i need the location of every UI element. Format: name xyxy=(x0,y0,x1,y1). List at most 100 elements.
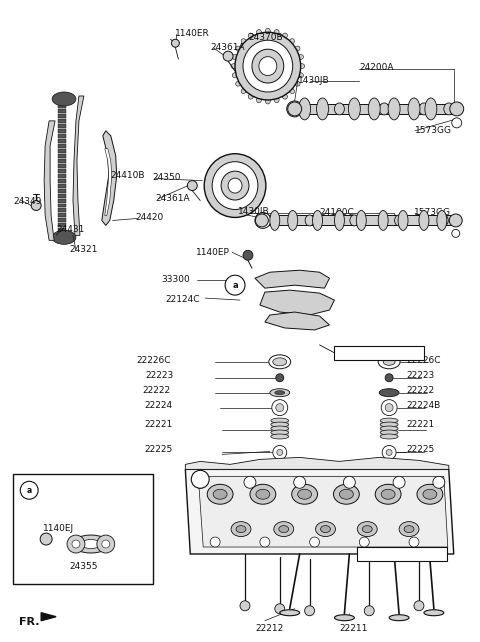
Ellipse shape xyxy=(275,391,285,395)
Ellipse shape xyxy=(334,484,360,504)
Ellipse shape xyxy=(380,418,398,423)
Bar xyxy=(58,164,66,168)
Bar xyxy=(58,198,66,202)
Bar xyxy=(58,214,66,218)
Ellipse shape xyxy=(292,484,318,504)
Polygon shape xyxy=(260,290,335,315)
Polygon shape xyxy=(73,96,84,236)
Ellipse shape xyxy=(298,489,312,499)
Ellipse shape xyxy=(368,98,380,120)
Circle shape xyxy=(255,213,271,229)
Text: 24370B: 24370B xyxy=(248,33,283,42)
Ellipse shape xyxy=(362,526,372,533)
Bar xyxy=(58,229,66,232)
Circle shape xyxy=(277,449,283,455)
Ellipse shape xyxy=(335,211,344,230)
Text: 22225: 22225 xyxy=(144,446,172,455)
Ellipse shape xyxy=(273,358,287,366)
Text: 22212: 22212 xyxy=(255,623,283,632)
Ellipse shape xyxy=(379,388,399,397)
Polygon shape xyxy=(265,312,329,330)
Circle shape xyxy=(244,476,256,489)
Ellipse shape xyxy=(259,56,277,76)
Bar xyxy=(292,104,455,114)
Circle shape xyxy=(386,449,392,455)
Circle shape xyxy=(67,535,85,553)
Text: 33300: 33300 xyxy=(162,275,190,284)
Text: 24200A: 24200A xyxy=(360,63,394,72)
Ellipse shape xyxy=(213,489,227,499)
Ellipse shape xyxy=(299,98,311,120)
Ellipse shape xyxy=(419,211,429,230)
Text: REF.: REF. xyxy=(336,347,358,356)
Ellipse shape xyxy=(298,73,303,78)
Polygon shape xyxy=(105,149,112,216)
Bar xyxy=(58,234,66,238)
Bar xyxy=(58,104,66,108)
Ellipse shape xyxy=(289,88,295,94)
Ellipse shape xyxy=(288,102,301,116)
Circle shape xyxy=(381,400,397,415)
Circle shape xyxy=(240,601,250,611)
Bar xyxy=(58,109,66,113)
Ellipse shape xyxy=(378,355,400,369)
Ellipse shape xyxy=(357,522,377,537)
Ellipse shape xyxy=(274,522,294,537)
Ellipse shape xyxy=(425,98,437,120)
Circle shape xyxy=(276,404,284,412)
Polygon shape xyxy=(44,121,55,240)
Circle shape xyxy=(97,535,115,553)
Ellipse shape xyxy=(350,215,359,226)
Ellipse shape xyxy=(252,49,284,83)
Circle shape xyxy=(275,603,285,614)
Ellipse shape xyxy=(316,98,328,120)
Ellipse shape xyxy=(271,434,288,439)
Text: 24100C: 24100C xyxy=(320,209,354,218)
Ellipse shape xyxy=(232,55,238,60)
Text: 22211: 22211 xyxy=(339,623,368,632)
Ellipse shape xyxy=(380,422,398,427)
Ellipse shape xyxy=(236,81,241,86)
Text: 1573GG: 1573GG xyxy=(414,209,451,218)
Ellipse shape xyxy=(298,55,303,60)
Circle shape xyxy=(452,229,460,238)
Bar xyxy=(260,216,459,225)
Ellipse shape xyxy=(248,94,253,99)
Text: a: a xyxy=(26,486,32,495)
Ellipse shape xyxy=(81,539,101,548)
Text: 24321: 24321 xyxy=(69,245,97,254)
Ellipse shape xyxy=(399,522,419,537)
Ellipse shape xyxy=(389,615,409,621)
Ellipse shape xyxy=(449,214,462,227)
Circle shape xyxy=(385,374,393,382)
Ellipse shape xyxy=(257,30,262,35)
Text: 22224B: 22224B xyxy=(406,401,440,410)
Polygon shape xyxy=(198,476,448,547)
Ellipse shape xyxy=(269,355,291,369)
Ellipse shape xyxy=(348,98,360,120)
Ellipse shape xyxy=(305,215,314,226)
Ellipse shape xyxy=(221,171,249,200)
Text: 24349: 24349 xyxy=(13,196,42,205)
Circle shape xyxy=(364,606,374,616)
Ellipse shape xyxy=(423,489,437,499)
Text: 1140EJ: 1140EJ xyxy=(43,524,74,533)
Ellipse shape xyxy=(72,535,110,553)
Ellipse shape xyxy=(207,484,233,504)
Ellipse shape xyxy=(388,98,400,120)
Text: 22124C: 22124C xyxy=(166,295,200,304)
Text: 24350: 24350 xyxy=(153,173,181,182)
Ellipse shape xyxy=(380,430,398,435)
Bar xyxy=(58,193,66,198)
Polygon shape xyxy=(255,270,329,288)
Circle shape xyxy=(40,533,52,545)
Ellipse shape xyxy=(280,610,300,616)
Ellipse shape xyxy=(439,215,448,226)
Bar xyxy=(58,134,66,138)
Ellipse shape xyxy=(282,33,288,39)
Circle shape xyxy=(243,250,253,260)
Bar xyxy=(58,124,66,128)
Bar xyxy=(271,421,288,437)
Circle shape xyxy=(294,476,306,489)
Bar xyxy=(58,114,66,118)
